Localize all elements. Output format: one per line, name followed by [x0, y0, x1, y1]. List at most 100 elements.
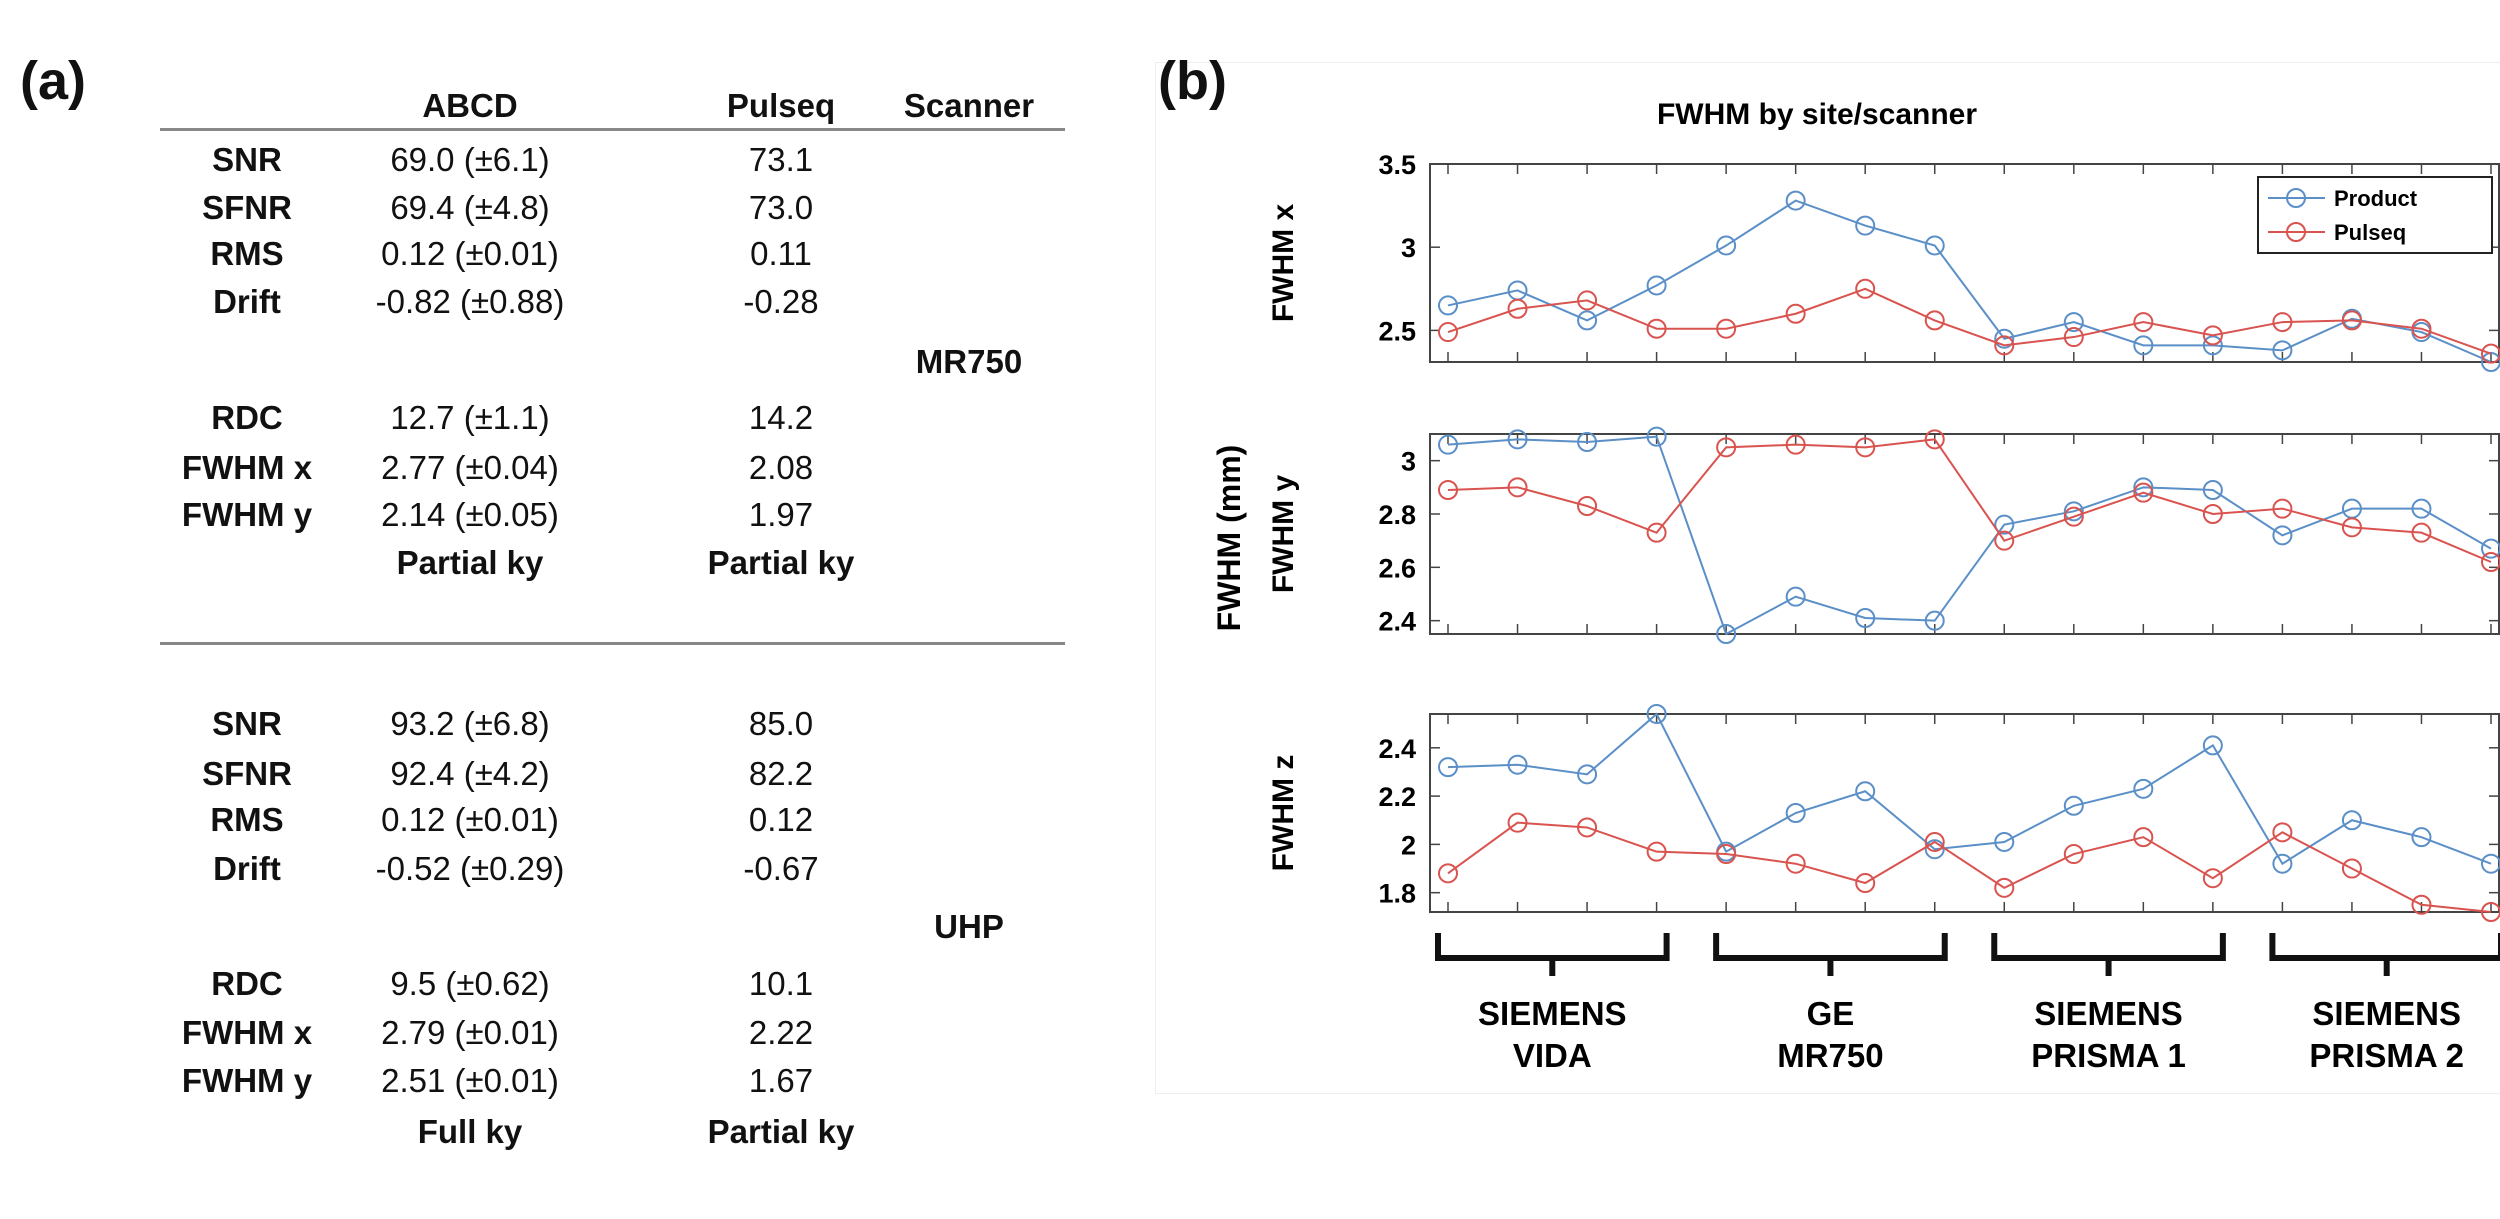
- data-point-product: [2411, 827, 2432, 848]
- data-point-pulseq: [1438, 480, 1458, 500]
- y-axis-label: FWHM y: [1267, 475, 1300, 594]
- data-point-pulseq: [1438, 863, 1458, 884]
- data-point-product: [1924, 839, 1945, 860]
- series-line-pulseq: [1447, 438, 2492, 563]
- data-point-pulseq: [1507, 812, 1528, 833]
- data-point-product: [1577, 432, 1598, 452]
- series-line-pulseq: [1447, 287, 2492, 355]
- y-axis-label: FWHM x: [1267, 204, 1300, 323]
- plot-axes-box: [1429, 713, 2500, 913]
- data-point-pulseq: [1716, 318, 1737, 339]
- data-point-product: [1785, 586, 1806, 607]
- data-point-product: [1924, 235, 1945, 256]
- abcd-value: 2.51 (±0.01): [381, 1062, 559, 1099]
- column-header: Scanner: [903, 87, 1035, 124]
- pulseq-value: 14.2: [748, 399, 814, 436]
- data-point-product: [1994, 831, 2015, 852]
- data-point-pulseq: [1994, 335, 2015, 356]
- abcd-value: 9.5 (±0.62): [390, 965, 550, 1002]
- abcd-sampling: Full ky: [417, 1113, 523, 1150]
- data-point-pulseq: [1994, 877, 2015, 898]
- abcd-value: -0.52 (±0.29): [375, 850, 565, 887]
- data-point-product: [1646, 426, 1667, 447]
- panel-fwhm-y: 3 2.8 2.6 2.4 FWHM y: [1267, 426, 2500, 644]
- y-tick-label: 1.8: [1378, 879, 1416, 909]
- data-point-product: [1507, 754, 1528, 775]
- data-point-pulseq: [2063, 506, 2084, 527]
- data-point-product: [1785, 803, 1806, 823]
- data-point-pulseq: [2202, 868, 2223, 889]
- abcd-value: 2.79 (±0.01): [381, 1014, 559, 1051]
- abcd-value: 93.2 (±6.8): [390, 705, 550, 742]
- y-axis-label: FWHM z: [1267, 755, 1300, 872]
- data-point-product: [1716, 624, 1737, 644]
- y-tick-label: 2: [1401, 830, 1416, 860]
- series-line-pulseq: [1447, 821, 2492, 913]
- metric-label: RDC: [211, 965, 283, 1002]
- group-bracket: [2269, 933, 2500, 976]
- data-point-product: [2481, 538, 2500, 559]
- data-point-pulseq: [1924, 310, 1945, 331]
- data-point-product: [1438, 295, 1458, 316]
- data-point-pulseq: [2481, 343, 2500, 364]
- data-point-pulseq: [1507, 298, 1528, 319]
- plot-axes-box: [1429, 433, 2500, 635]
- data-point-pulseq: [2341, 517, 2362, 538]
- data-point-product: [2063, 501, 2084, 522]
- abcd-value: 69.4 (±4.8): [390, 189, 550, 226]
- group-label-line1: SIEMENS: [2034, 995, 2183, 1032]
- metric-label: FWHM x: [181, 1014, 313, 1051]
- data-point-pulseq: [2272, 822, 2293, 843]
- abcd-value: 69.0 (±6.1): [390, 141, 550, 178]
- data-point-pulseq: [2411, 522, 2432, 543]
- series-line-product: [1447, 712, 2492, 866]
- data-point-pulseq: [1855, 437, 1876, 458]
- data-point-pulseq: [1716, 437, 1737, 458]
- metric-label: FWHM x: [181, 449, 313, 486]
- pulseq-value: 2.22: [748, 1014, 814, 1051]
- abcd-value: 0.12 (±0.01): [381, 235, 559, 272]
- shared-y-axis-label: FWHM (mm): [1211, 445, 1247, 632]
- data-point-product: [2202, 735, 2223, 756]
- pulseq-value: 1.67: [748, 1062, 814, 1099]
- data-point-product: [2481, 853, 2500, 874]
- group-label-line1: SIEMENS: [2312, 995, 2461, 1032]
- data-point-product: [1855, 781, 1876, 802]
- data-point-product: [1646, 704, 1667, 724]
- y-tick-label: 2.4: [1378, 734, 1416, 764]
- metric-label: RMS: [210, 235, 284, 272]
- data-point-pulseq: [1577, 290, 1598, 311]
- data-point-pulseq: [1785, 434, 1806, 455]
- metric-label: SFNR: [202, 755, 292, 792]
- data-point-product: [1716, 235, 1737, 256]
- abcd-value: 0.12 (±0.01): [381, 801, 559, 838]
- data-point-pulseq: [2063, 844, 2084, 865]
- data-point-pulseq: [1855, 873, 1876, 894]
- data-point-pulseq: [2272, 312, 2293, 333]
- panel-fwhm-z: 2.4 2.2 2 1.8 FWHM z: [1267, 704, 2500, 922]
- pulseq-value: 10.1: [748, 965, 814, 1002]
- group-label-line2: PRISMA 1: [2031, 1037, 2186, 1074]
- abcd-sampling: Partial ky: [396, 544, 544, 581]
- data-point-pulseq: [1716, 844, 1737, 865]
- pulseq-value: 82.2: [748, 755, 814, 792]
- column-header: Pulseq: [726, 87, 836, 124]
- scanner-name: MR750: [915, 343, 1023, 380]
- data-point-pulseq: [1438, 322, 1458, 343]
- data-point-pulseq: [1646, 522, 1667, 543]
- data-point-pulseq: [1924, 429, 1945, 450]
- group-label-line1: SIEMENS: [1478, 995, 1627, 1032]
- data-point-product: [1646, 275, 1667, 296]
- data-point-pulseq: [2063, 327, 2084, 348]
- data-point-pulseq: [2341, 310, 2362, 331]
- pulseq-sampling: Partial ky: [707, 544, 855, 581]
- abcd-value: 92.4 (±4.2): [390, 755, 550, 792]
- legend-label-pulseq: Pulseq: [2334, 220, 2406, 245]
- pulseq-value: -0.67: [743, 850, 819, 887]
- y-tick-label: 2.5: [1378, 316, 1416, 346]
- abcd-value: 2.14 (±0.05): [381, 496, 559, 533]
- metric-label: Drift: [213, 283, 281, 320]
- data-point-pulseq: [1577, 496, 1598, 516]
- data-point-product: [2341, 810, 2362, 831]
- data-point-product: [1438, 757, 1458, 778]
